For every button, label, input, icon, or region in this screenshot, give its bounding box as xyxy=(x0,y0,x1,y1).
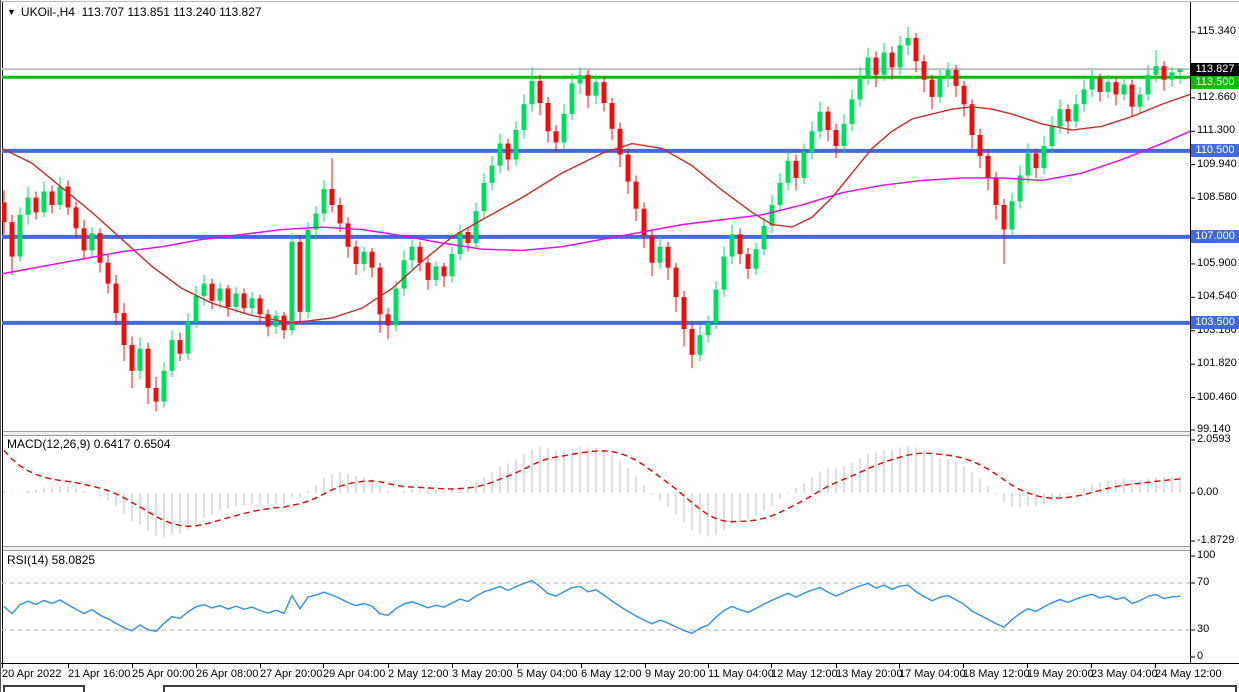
time-tick-label: 21 Apr 16:00 xyxy=(68,668,131,680)
price-tick-label: 105.900 xyxy=(1197,256,1237,269)
time-tick-label: 9 May 20:00 xyxy=(645,668,706,680)
time-tick-label: 26 Apr 08:00 xyxy=(196,668,259,680)
time-tick-label: 13 May 20:00 xyxy=(836,668,903,680)
symbol-header[interactable]: ▼ UKOil-,H4 113.707 113.851 113.240 113.8… xyxy=(7,5,262,19)
price-chart-area[interactable] xyxy=(2,2,1190,431)
time-tick-label: 11 May 04:00 xyxy=(708,668,774,680)
time-tick-label: 20 Apr 2022 xyxy=(2,668,62,680)
symbol-label: UKOil-,H4 xyxy=(20,5,75,19)
macd-indicator-label: MACD(12,26,9) 0.6417 0.6504 xyxy=(7,437,171,451)
macd-tick-label: 2.0593 xyxy=(1197,433,1231,445)
time-tick-label: 23 May 04:00 xyxy=(1091,668,1158,680)
time-tick-label: 2 May 12:00 xyxy=(388,668,449,680)
time-tick-label: 6 May 12:00 xyxy=(581,668,642,680)
rsi-tick-label: 0 xyxy=(1197,650,1204,662)
time-tick-label: 25 Apr 00:00 xyxy=(132,668,195,680)
macd-tick-label: -1.8729 xyxy=(1197,534,1235,546)
price-tick-label: 104.540 xyxy=(1197,290,1237,303)
time-tick-label: 29 Apr 04:00 xyxy=(323,668,386,680)
bottom-tab-2[interactable] xyxy=(163,685,1237,692)
price-tag: 107.000 xyxy=(1191,230,1239,244)
price-tag: 113.827 xyxy=(1191,62,1239,76)
time-tick-label: 12 May 12:00 xyxy=(771,668,838,680)
chevron-down-icon[interactable]: ▼ xyxy=(7,7,16,17)
price-tick-label: 100.460 xyxy=(1197,390,1237,403)
time-tick-label: 18 May 12:00 xyxy=(963,668,1030,680)
time-tick-label: 19 May 20:00 xyxy=(1027,668,1094,680)
price-tick-label: 112.660 xyxy=(1197,90,1236,103)
time-tick-label: 17 May 04:00 xyxy=(899,668,966,680)
rsi-panel-area[interactable] xyxy=(2,551,1190,662)
macd-panel-area[interactable] xyxy=(2,436,1190,546)
price-tag: 113.500 xyxy=(1191,75,1239,89)
price-tick-label: 108.580 xyxy=(1197,191,1237,204)
time-tick-label: 5 May 04:00 xyxy=(517,668,578,680)
price-tick-label: 109.940 xyxy=(1197,157,1237,170)
rsi-tick-label: 100 xyxy=(1197,549,1216,561)
rsi-tick-label: 70 xyxy=(1197,576,1210,588)
price-tick-label: 99.140 xyxy=(1197,423,1231,436)
rsi-indicator-label: RSI(14) 58.0825 xyxy=(7,553,96,567)
price-tick-label: 111.300 xyxy=(1197,124,1236,137)
bottom-tab-1[interactable] xyxy=(3,685,85,692)
price-tick-label: 115.340 xyxy=(1197,25,1236,37)
rsi-tick-label: 30 xyxy=(1197,623,1210,635)
time-tick-label: 3 May 20:00 xyxy=(452,668,513,680)
price-tag: 110.500 xyxy=(1191,144,1239,158)
price-tag: 103.500 xyxy=(1191,316,1239,330)
time-tick-label: 27 Apr 20:00 xyxy=(260,668,323,680)
macd-tick-label: 0.00 xyxy=(1197,486,1219,498)
ohlc-values: 113.707 113.851 113.240 113.827 xyxy=(81,5,262,19)
time-tick-label: 24 May 12:00 xyxy=(1155,668,1222,680)
price-tick-label: 101.820 xyxy=(1197,357,1237,370)
